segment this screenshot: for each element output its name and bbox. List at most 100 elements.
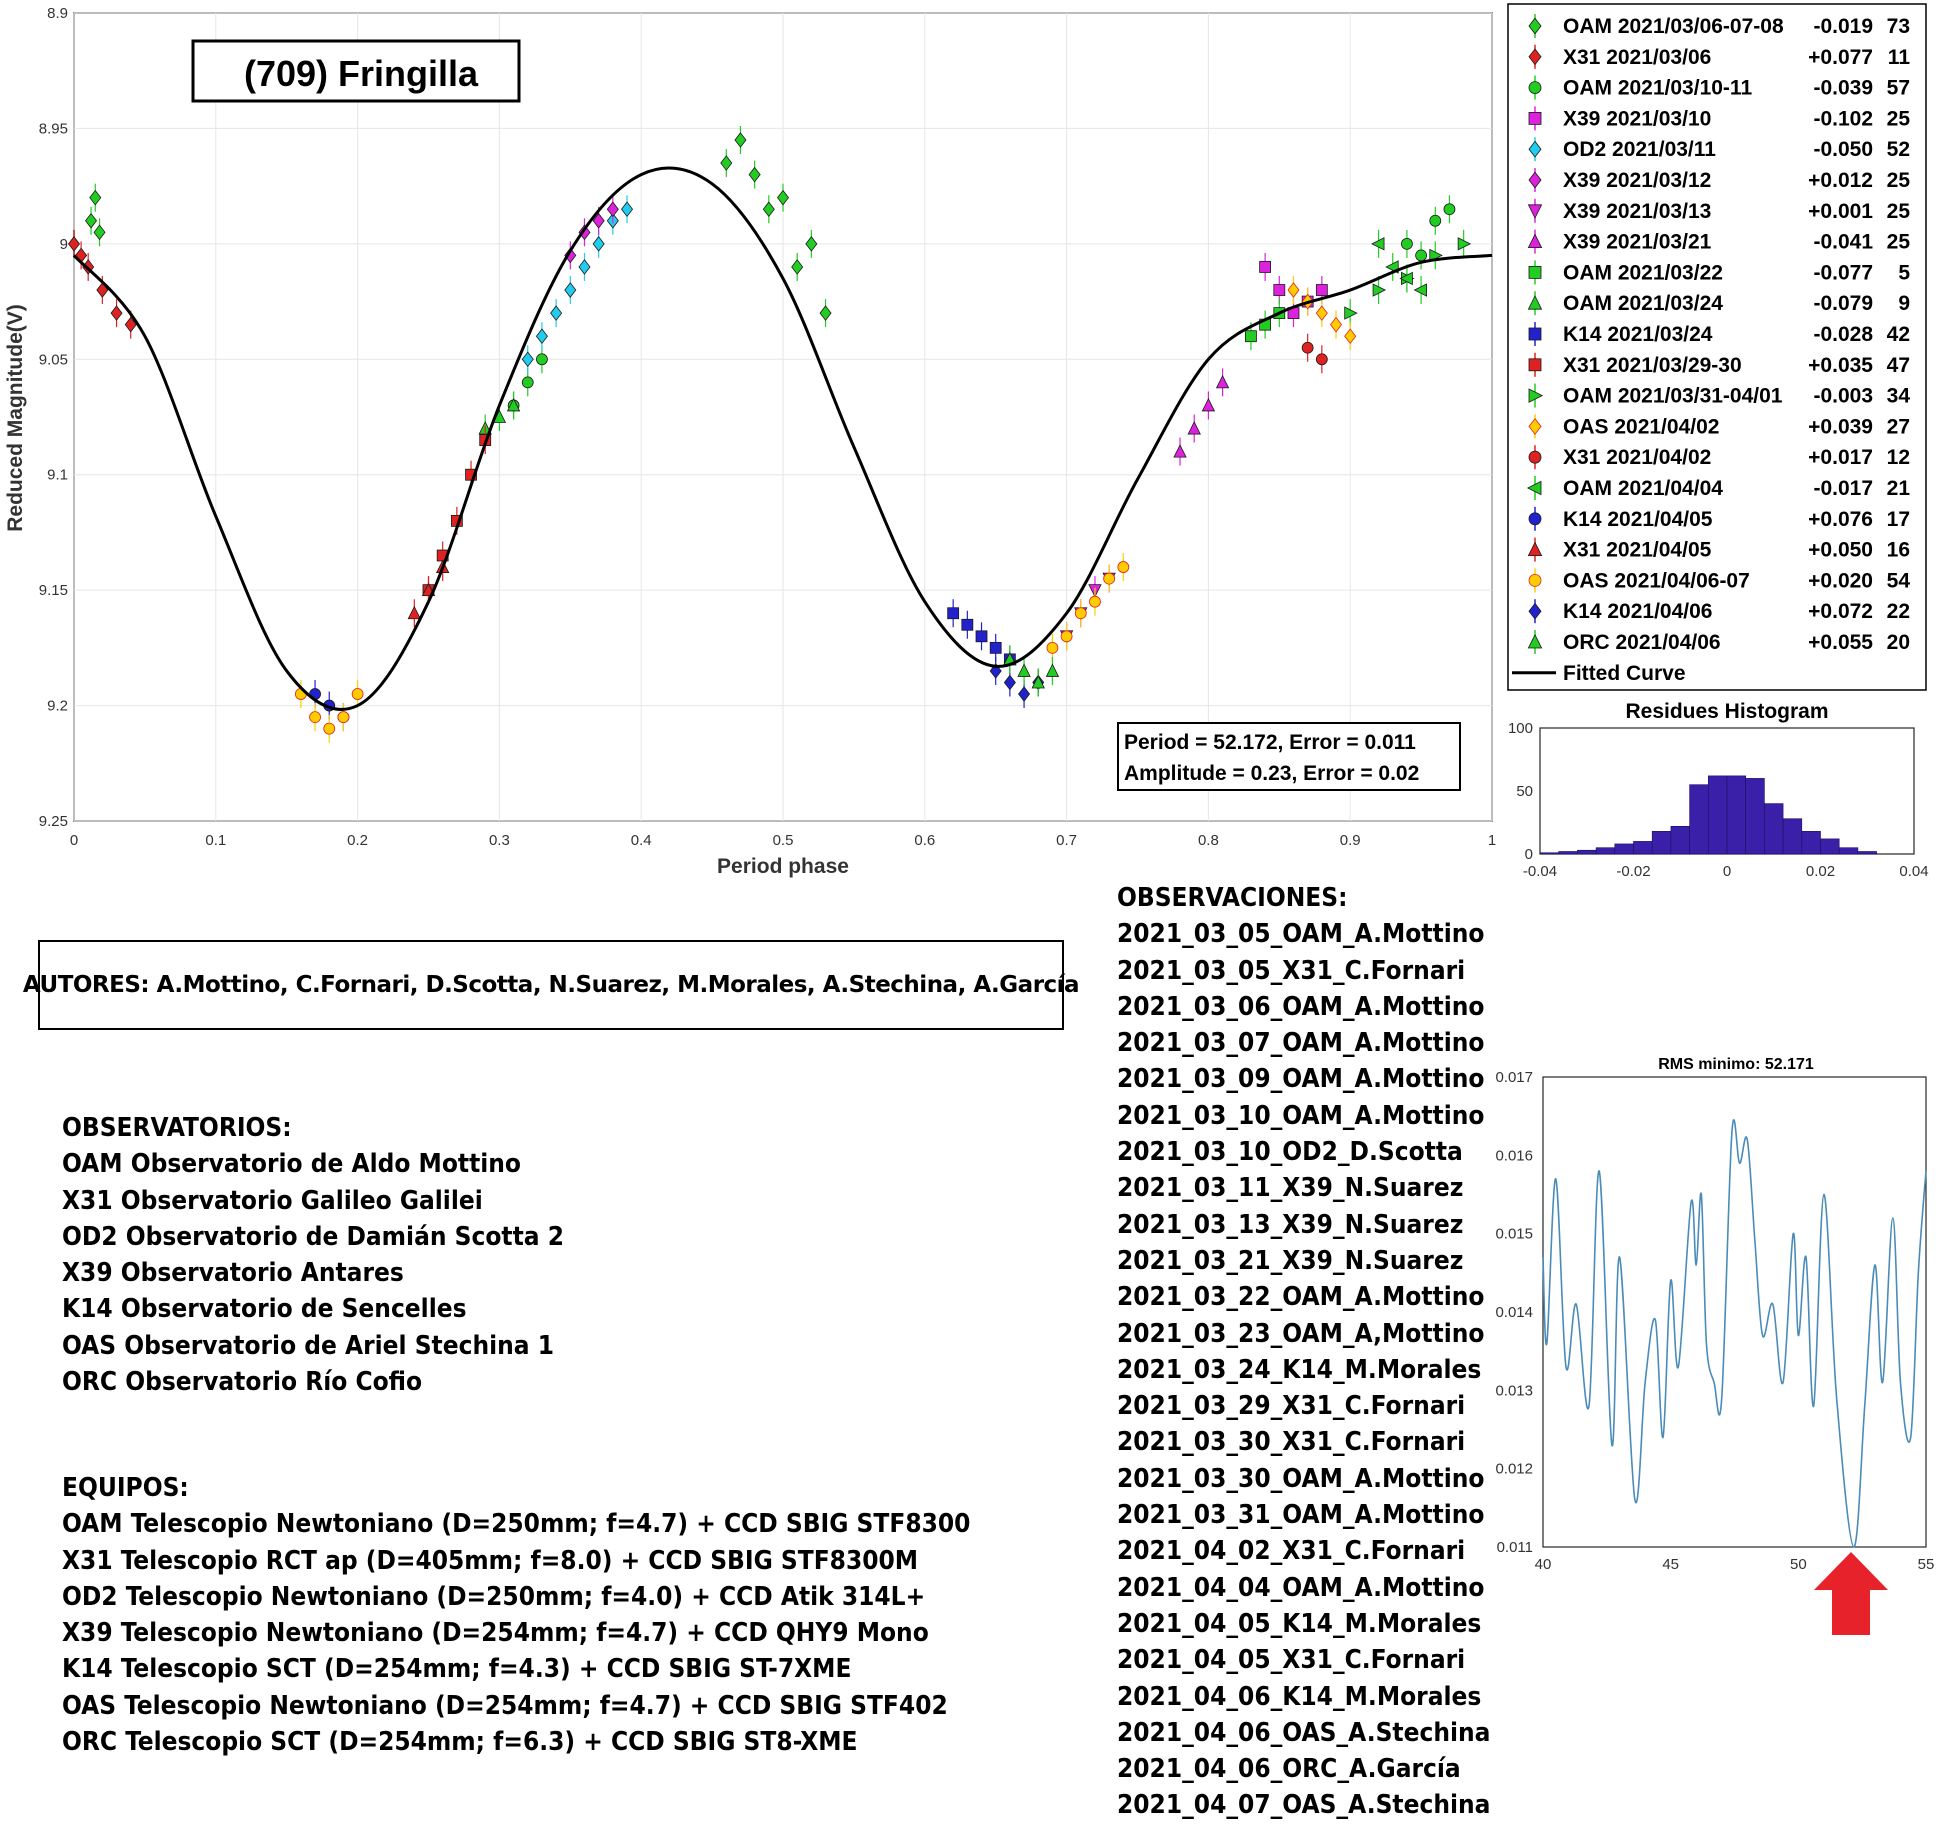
- legend-entry: K14 2021/03/24 -0.028 42: [1528, 322, 1910, 346]
- data-point: [1245, 330, 1257, 343]
- legend-entry: X31 2021/04/05 +0.050 16: [1527, 537, 1910, 562]
- data-point: [337, 711, 350, 724]
- legend-offset: +0.020: [1808, 569, 1873, 592]
- data-point: [465, 468, 477, 481]
- data-point: [621, 201, 634, 218]
- x-tick-label: 0.5: [773, 832, 794, 849]
- legend-offset: +0.035: [1808, 354, 1873, 377]
- data-point: [1060, 630, 1073, 643]
- observacion-item: 2021_03_10_OAM_A.Mottino: [1117, 1100, 1485, 1131]
- equipo-item: X31 Telescopio RCT ap (D=405mm; f=8.0) +…: [62, 1545, 919, 1576]
- data-point: [776, 189, 790, 206]
- legend-offset: +0.039: [1808, 415, 1873, 438]
- data-point: [85, 212, 98, 229]
- data-point: [521, 376, 534, 389]
- histogram-bar: [1539, 852, 1560, 855]
- equipo-item: X39 Telescopio Newtoniano (D=254mm; f=4.…: [62, 1618, 929, 1649]
- y-tick-label: 9.25: [39, 813, 68, 830]
- equipo-item: K14 Telescopio SCT (D=254mm; f=4.3) + CC…: [62, 1654, 852, 1685]
- histogram-bar: [1726, 775, 1747, 855]
- data-point: [550, 305, 563, 321]
- data-point: [309, 711, 321, 724]
- legend-entry: OD2 2021/03/11 -0.050 52: [1528, 137, 1910, 162]
- data-point: [1330, 316, 1343, 333]
- legend-series-name: X39 2021/03/12: [1563, 169, 1711, 192]
- histogram-bar: [1577, 849, 1597, 855]
- legend-series-name: OAM 2021/03/24: [1563, 292, 1723, 315]
- data-point: [1103, 572, 1116, 585]
- rms-curve-line: [1542, 1119, 1927, 1548]
- legend-count: 9: [1898, 292, 1910, 315]
- data-point: [1372, 283, 1387, 297]
- legend-count: 25: [1887, 200, 1911, 223]
- observacion-item: 2021_04_02_X31_C.Fornari: [1117, 1536, 1466, 1567]
- legend-entry: OAM 2021/03/24 -0.079 9: [1527, 291, 1910, 316]
- legend-marker-icon: [1528, 17, 1542, 35]
- observacion-item: 2021_03_23_OAM_A,Mottino: [1117, 1318, 1485, 1349]
- residues-histogram: Residues Histogram -0.04 -0.02 0 0.02 0.04 0 5…: [1508, 700, 1929, 880]
- data-point: [124, 316, 137, 333]
- data-point: [989, 641, 1002, 654]
- legend-marker-icon: [1528, 358, 1542, 372]
- histogram-x-tick-label: -0.02: [1616, 863, 1650, 880]
- legend-offset: -0.039: [1813, 77, 1873, 100]
- legend-count: 11: [1888, 46, 1911, 69]
- histogram-x-tick-label: 0: [1723, 863, 1731, 880]
- rms-x-tick-label: 40: [1535, 1556, 1552, 1573]
- observatorio-item: K14 Observatorio de Sencelles: [62, 1294, 467, 1325]
- legend-count: 25: [1887, 107, 1911, 130]
- observatorio-item: X31 Observatorio Galileo Galilei: [62, 1185, 483, 1216]
- legend-count: 34: [1887, 385, 1911, 408]
- rms-y-tick-label: 0.013: [1495, 1382, 1533, 1399]
- observacion-item: 2021_03_22_OAM_A.Mottino: [1117, 1282, 1485, 1313]
- fitted-curve-line: [72, 166, 1493, 711]
- legend-offset: +0.077: [1808, 46, 1873, 69]
- legend-marker-icon: [1528, 112, 1542, 125]
- legend-frame: [1507, 3, 1927, 691]
- data-point: [1301, 341, 1314, 354]
- rms-y-tick-label: 0.017: [1495, 1069, 1533, 1086]
- data-point: [819, 305, 832, 321]
- y-tick-label: 9.2: [47, 698, 68, 715]
- observacion-item: 2021_03_30_OAM_A.Mottino: [1117, 1463, 1485, 1494]
- rms-minimum-arrow-icon: [1814, 1552, 1888, 1635]
- histogram-x-tick-label: 0.04: [1899, 863, 1928, 880]
- legend-entry-fit: Fitted Curve: [1512, 662, 1686, 685]
- histogram-bar: [1764, 803, 1784, 855]
- histogram-bar: [1745, 778, 1765, 855]
- histogram-bar: [1857, 851, 1877, 855]
- legend-marker-icon: [1527, 233, 1543, 249]
- observacion-item: 2021_03_11_X39_N.Suarez: [1117, 1173, 1464, 1204]
- legend-count: 20: [1887, 631, 1910, 654]
- authors-box: AUTORES: A.Mottino, C.Fornari, D.Scotta,…: [23, 940, 1080, 1030]
- observatorio-item: ORC Observatorio Río Cofio: [62, 1367, 423, 1398]
- data-point: [564, 282, 577, 298]
- x-tick-label: 0.1: [205, 832, 226, 849]
- legend-marker-icon: [1528, 512, 1542, 526]
- data-point: [1413, 283, 1427, 297]
- legend-count: 25: [1887, 169, 1911, 192]
- legend-series-name: K14 2021/04/05: [1563, 508, 1713, 531]
- histogram-bar: [1651, 831, 1672, 855]
- data-point: [1089, 595, 1101, 608]
- rms-x-tick-label: 45: [1662, 1556, 1679, 1573]
- histogram-bar: [1670, 825, 1690, 855]
- observacion-item: 2021_04_04_OAM_A.Mottino: [1117, 1572, 1485, 1603]
- data-point: [1201, 397, 1216, 412]
- legend-offset: -0.017: [1813, 477, 1873, 500]
- legend-marker-icon: [1528, 140, 1542, 158]
- legend-series-name: X31 2021/03/06: [1563, 46, 1711, 69]
- observacion-item: 2021_04_07_OAS_A.Stechina: [1117, 1790, 1491, 1821]
- legend-count: 52: [1887, 138, 1910, 161]
- rms-periodogram: RMS minimo: 52.171 40 45 50 55 0.011 0.012 0.0…: [1495, 1056, 1934, 1635]
- legend-offset: +0.017: [1808, 446, 1873, 469]
- data-point: [1273, 284, 1286, 296]
- legend-marker-icon: [1526, 480, 1542, 496]
- data-point: [734, 132, 747, 148]
- equipos-block: EQUIPOS: OAM Telescopio Newtoniano (D=25…: [62, 1470, 970, 1760]
- legend-count: 25: [1887, 231, 1911, 254]
- legend-series-name: X31 2021/04/02: [1563, 446, 1711, 469]
- data-point: [1215, 374, 1230, 389]
- legend-series-name: OAM 2021/04/04: [1563, 477, 1723, 500]
